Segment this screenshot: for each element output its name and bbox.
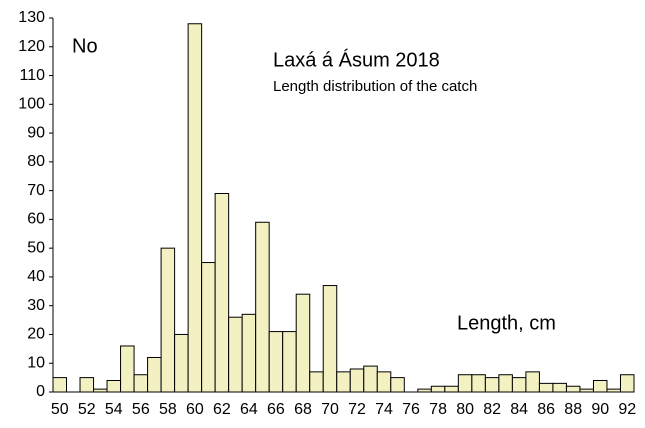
bar	[160, 247, 176, 393]
bar	[538, 382, 554, 393]
bar	[214, 192, 230, 393]
y-tick-label: 120	[18, 38, 45, 55]
x-tick-label: 88	[564, 401, 582, 418]
bar	[79, 377, 95, 393]
y-tick-label: 130	[18, 9, 45, 26]
bar	[619, 374, 635, 393]
bar	[268, 331, 284, 393]
x-tick-label: 78	[429, 401, 447, 418]
bar	[295, 293, 311, 393]
bar	[376, 371, 392, 393]
chart-title: Laxá á Ásum 2018	[273, 48, 440, 71]
bar	[52, 377, 68, 393]
bar	[552, 382, 567, 393]
y-tick-label: 10	[27, 354, 45, 371]
bar	[228, 316, 243, 393]
bar	[322, 285, 338, 393]
bar	[565, 385, 581, 393]
bar	[133, 374, 149, 393]
x-tick-label: 60	[186, 401, 204, 418]
bar	[201, 262, 216, 393]
x-tick-label: 52	[78, 401, 96, 418]
y-tick-label: 80	[27, 153, 45, 170]
x-tick-label: 90	[591, 401, 609, 418]
x-tick-label: 74	[375, 401, 393, 418]
bar	[336, 371, 351, 393]
x-tick-label: 76	[402, 401, 420, 418]
bar	[390, 377, 405, 393]
x-tick-label: 58	[159, 401, 177, 418]
bar	[282, 331, 297, 393]
bar	[525, 371, 540, 393]
bar	[309, 371, 324, 393]
x-tick-label: 66	[267, 401, 285, 418]
y-tick-label: 30	[27, 297, 45, 314]
bar	[106, 379, 122, 393]
x-tick-label: 70	[321, 401, 339, 418]
x-tick-label: 72	[348, 401, 366, 418]
bar	[444, 385, 459, 393]
bar	[187, 23, 203, 393]
bar	[363, 365, 378, 393]
bar	[471, 374, 486, 393]
x-tick-label: 82	[483, 401, 501, 418]
x-tick-label: 56	[132, 401, 150, 418]
y-axis-label: No	[72, 35, 98, 57]
bar	[484, 377, 500, 393]
bar	[147, 356, 162, 393]
x-tick-label: 50	[51, 401, 69, 418]
y-tick-label: 0	[36, 383, 45, 400]
y-tick-label: 90	[27, 124, 45, 141]
x-tick-label: 54	[105, 401, 123, 418]
y-tick-label: 50	[27, 239, 45, 256]
bar	[592, 379, 608, 393]
x-tick-label: 84	[510, 401, 528, 418]
y-tick-label: 110	[19, 67, 45, 84]
x-tick-label: 80	[456, 401, 474, 418]
x-tick-label: 68	[294, 401, 312, 418]
bar	[457, 374, 473, 393]
y-tick-label: 60	[27, 211, 45, 228]
bar	[430, 385, 446, 393]
bar	[174, 333, 189, 393]
x-axis-label: Length, cm	[457, 312, 556, 334]
bar	[511, 377, 527, 393]
x-tick-label: 92	[618, 401, 636, 418]
x-tick-label: 86	[537, 401, 555, 418]
bar	[255, 221, 270, 393]
y-tick-label: 20	[27, 326, 45, 343]
x-tick-label: 64	[240, 401, 258, 418]
y-tick-label: 70	[27, 182, 45, 199]
chart-subtitle: Length distribution of the catch	[273, 78, 477, 95]
bar	[349, 368, 365, 393]
y-tick-label: 40	[27, 268, 45, 285]
bar	[241, 313, 257, 393]
x-tick-label: 62	[213, 401, 231, 418]
bar	[120, 345, 135, 393]
y-tick-label: 100	[18, 96, 45, 113]
bar	[498, 374, 513, 393]
